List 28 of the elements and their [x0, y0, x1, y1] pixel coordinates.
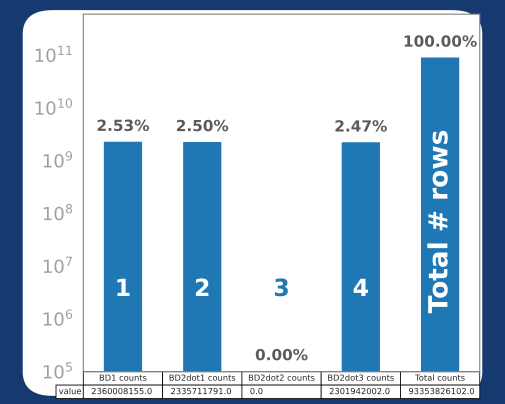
annotation: 4 [354, 278, 368, 296]
y-tick-label: 10$^{10}$ [36, 98, 72, 115]
x-tick-label: BD2dot3 counts [328, 374, 394, 381]
x-tick-label: BD2dot2 counts [248, 374, 315, 381]
annotation: 3 [274, 278, 288, 296]
data-label: 2301942002.0 [330, 388, 390, 394]
y-tick-label: 10$^{7}$ [44, 256, 72, 274]
x-tick-label: BD1 counts [100, 374, 147, 381]
annotation: 100.00% [404, 35, 477, 47]
x-tick-label: BD2dot1 counts [170, 374, 236, 381]
text: 0.0 [250, 388, 263, 394]
y-tick-label: 10$^{5}$ [44, 362, 72, 379]
annotation: 2.53% [98, 120, 149, 132]
y-tick-label: 10$^{6}$ [44, 309, 72, 326]
annotation: Total # rows [427, 130, 448, 314]
annotation: 2.50% [176, 120, 228, 132]
y-tick-label: 10$^{11}$ [36, 46, 72, 62]
x-tick-label: Total counts [415, 374, 465, 381]
annotation: 1 [117, 278, 130, 296]
data-label: 2360008155.0 [92, 388, 152, 394]
annotation: 2 [196, 278, 208, 296]
y-tick-label: 10$^{8}$ [44, 204, 72, 220]
annotation: 2.47% [336, 120, 387, 132]
annotation: 0.00% [256, 348, 308, 360]
y-tick-label: 10$^{9}$ [44, 151, 72, 168]
data-label: 93353826102.0 [408, 388, 474, 394]
data-label: 2335711791.0 [171, 388, 231, 394]
x-axis-title: value [58, 388, 82, 394]
